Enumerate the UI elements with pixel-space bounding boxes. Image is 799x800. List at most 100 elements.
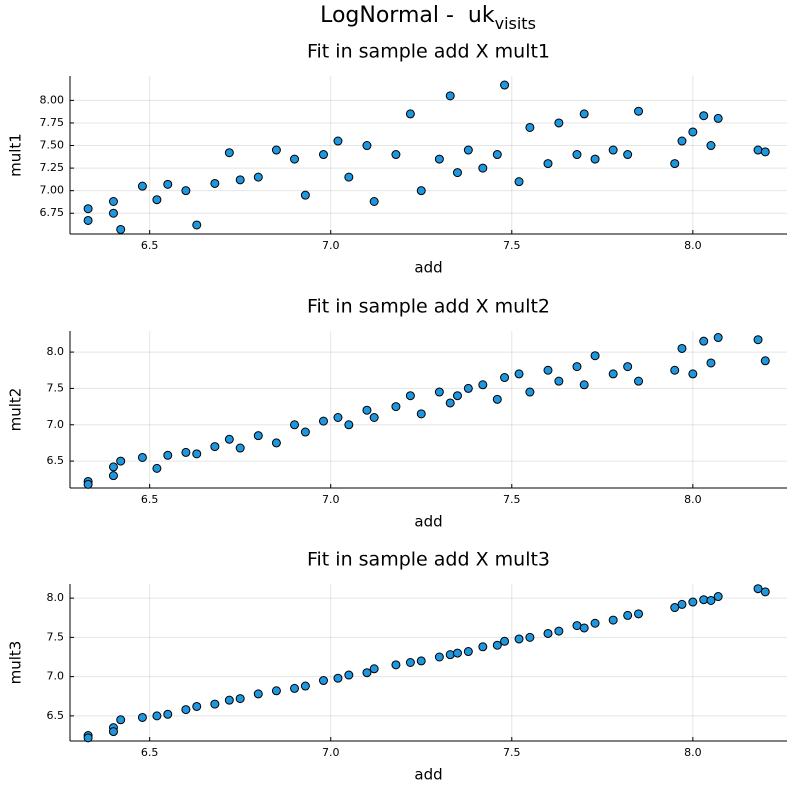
point — [163, 709, 173, 719]
point — [181, 705, 191, 715]
y-tick-label: 8.0 — [47, 345, 65, 358]
point — [699, 111, 709, 121]
point — [608, 369, 618, 379]
y-tick-label: 6.75 — [40, 206, 65, 219]
y-tick-label: 7.5 — [47, 630, 65, 643]
point — [391, 402, 401, 412]
point — [525, 632, 535, 642]
point — [699, 336, 709, 346]
title-main: LogNormal - uk — [320, 3, 495, 28]
point — [706, 595, 716, 605]
point — [670, 603, 680, 613]
y-tick-label: 7.50 — [40, 139, 65, 152]
point — [405, 391, 415, 401]
point — [525, 387, 535, 397]
point — [478, 642, 488, 652]
point — [572, 150, 582, 160]
point — [116, 456, 126, 466]
point — [83, 733, 93, 743]
point — [608, 145, 618, 155]
point — [181, 447, 191, 457]
point — [271, 686, 281, 696]
point — [235, 175, 245, 185]
point — [333, 136, 343, 146]
x-tick-label: 7.5 — [503, 746, 521, 759]
point — [137, 452, 147, 462]
point — [300, 681, 310, 691]
point — [416, 186, 426, 196]
point — [688, 369, 698, 379]
point — [514, 177, 524, 187]
point — [108, 462, 118, 472]
point — [699, 595, 709, 605]
point — [163, 450, 173, 460]
point — [434, 387, 444, 397]
y-tick-label: 7.0 — [47, 670, 65, 683]
point — [224, 434, 234, 444]
point — [210, 442, 220, 452]
point — [405, 658, 415, 667]
point — [344, 670, 354, 680]
point — [753, 584, 763, 594]
y-tick-label: 7.0 — [47, 418, 65, 431]
point — [362, 141, 372, 151]
point — [452, 648, 462, 658]
y-tick-label: 8.00 — [40, 93, 65, 106]
point — [434, 652, 444, 662]
point — [235, 443, 245, 453]
subplot-title: Fit in sample add X mult1 — [307, 41, 550, 63]
point — [543, 365, 553, 375]
point — [318, 150, 328, 160]
point — [713, 333, 723, 343]
point — [300, 190, 310, 200]
point — [224, 695, 234, 705]
point — [478, 380, 488, 390]
point — [116, 224, 126, 234]
point — [192, 701, 202, 711]
point — [253, 689, 263, 699]
x-tick-label: 6.5 — [141, 239, 159, 252]
point — [192, 449, 202, 459]
point — [290, 154, 300, 164]
point — [333, 412, 343, 422]
point — [677, 599, 687, 609]
point — [590, 154, 600, 164]
point — [688, 597, 698, 607]
point — [369, 664, 379, 674]
point — [290, 420, 300, 430]
point — [554, 118, 564, 128]
point — [623, 610, 633, 620]
point — [514, 369, 524, 379]
point — [116, 715, 126, 725]
y-axis-label: mult3 — [7, 641, 25, 685]
point — [210, 178, 220, 188]
y-tick-label: 7.25 — [40, 161, 65, 174]
point — [391, 660, 401, 670]
y-tick-label: 7.5 — [47, 381, 65, 394]
point — [253, 431, 263, 441]
point — [152, 711, 162, 721]
point — [590, 351, 600, 361]
point — [492, 394, 502, 404]
point — [706, 141, 716, 151]
point — [405, 109, 415, 119]
point — [333, 673, 343, 683]
point — [152, 463, 162, 473]
point — [344, 420, 354, 430]
point — [224, 148, 234, 158]
subplot-title: Fit in sample add X mult3 — [307, 549, 550, 571]
point — [192, 220, 202, 230]
point — [152, 195, 162, 205]
point — [369, 196, 379, 206]
point — [137, 712, 147, 722]
point — [463, 383, 473, 393]
point — [634, 376, 644, 386]
point — [108, 208, 118, 218]
point — [235, 694, 245, 704]
point — [445, 91, 455, 101]
point — [362, 668, 372, 678]
point — [554, 376, 564, 386]
x-tick-label: 6.5 — [141, 746, 159, 759]
point — [108, 196, 118, 206]
